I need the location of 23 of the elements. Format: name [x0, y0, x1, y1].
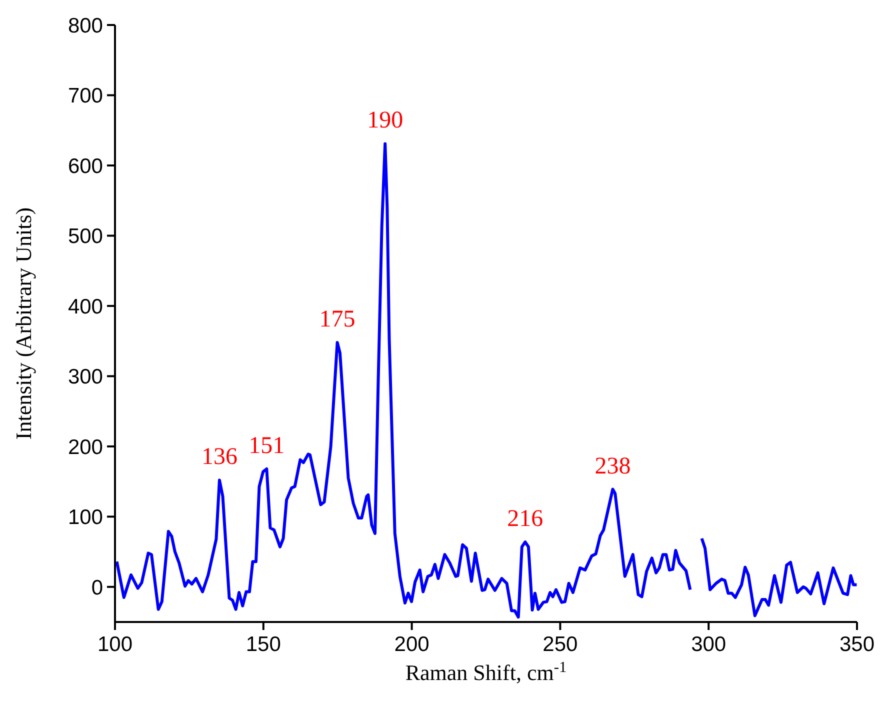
y-tick-label: 0 [91, 576, 103, 600]
x-tick-label: 250 [542, 632, 578, 656]
y-tick-label: 600 [68, 154, 103, 178]
x-tick-label: 100 [97, 632, 133, 656]
x-tick-label: 150 [246, 632, 281, 656]
annotation: 238 [594, 453, 631, 480]
y-tick-label: 100 [68, 506, 103, 530]
y-tick-label: 800 [68, 14, 103, 38]
x-axis-title: Raman Shift, cm$^{-1}$ [405, 658, 567, 685]
x-tick-label: 200 [394, 632, 430, 656]
x-tick-label: 350 [839, 632, 875, 656]
y-axis-title: Intensity (Arbitrary Units) [11, 207, 36, 440]
y-tick-label: 700 [68, 84, 103, 108]
y-tick-label: 200 [68, 436, 103, 459]
annotation: 216 [507, 506, 544, 532]
annotation: 151 [248, 432, 285, 459]
annotation: 136 [201, 444, 238, 470]
y-tick-label: 400 [68, 295, 103, 318]
x-tick-label: 300 [691, 632, 726, 656]
y-tick-label: 300 [68, 366, 103, 389]
annotation: 190 [367, 108, 404, 134]
annotation: 175 [319, 306, 356, 332]
y-tick-label: 500 [68, 225, 103, 248]
